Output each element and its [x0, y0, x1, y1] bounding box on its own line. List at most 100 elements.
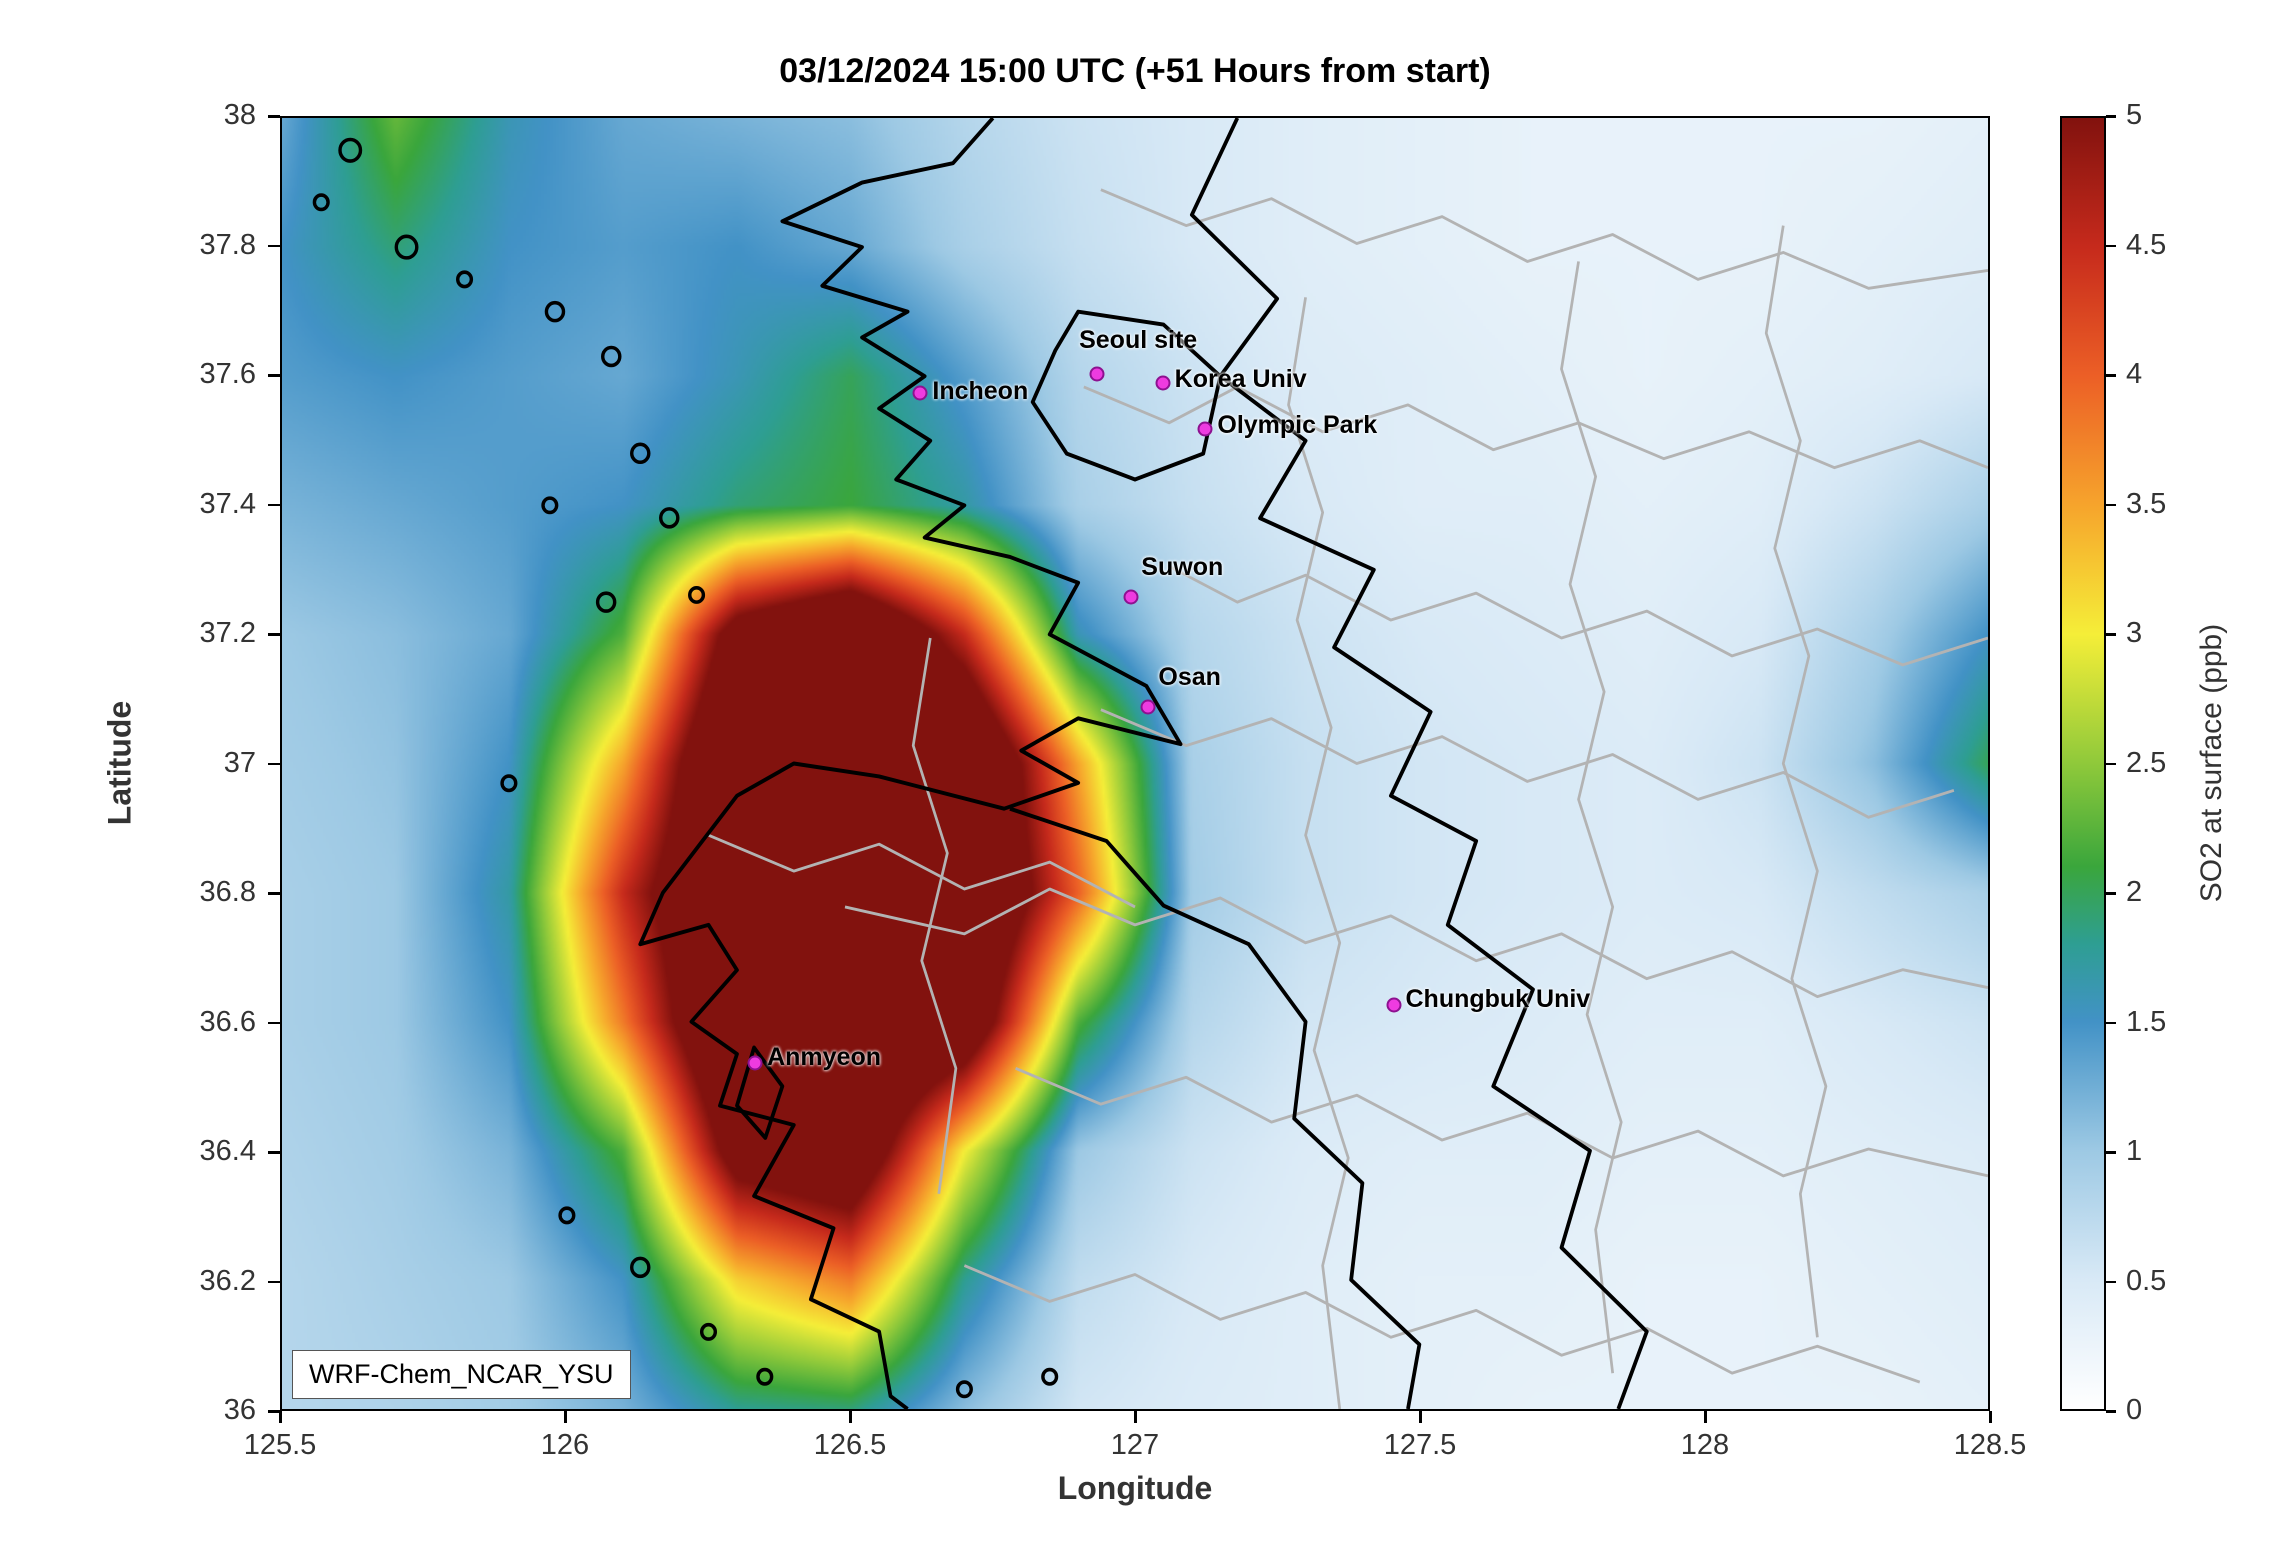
island-outline [756, 1367, 774, 1386]
island-outline [312, 193, 330, 212]
island-outline [630, 442, 651, 465]
station-label: Olympic Park [1217, 410, 1378, 439]
station-label: Suwon [1141, 553, 1224, 582]
station-marker [1197, 421, 1213, 437]
island-outline [688, 585, 706, 604]
colorbar-tick [2106, 1151, 2116, 1154]
colorbar-tick [2106, 633, 2116, 636]
y-axis-tick-label: 36.6 [199, 1005, 256, 1038]
station-label: Seoul site [1079, 325, 1198, 354]
x-axis-tick [1704, 1411, 1707, 1423]
x-axis-tick [564, 1411, 567, 1423]
admin-boundary [1100, 188, 1988, 290]
colorbar-tick-label: 1.5 [2126, 1005, 2167, 1038]
colorbar-tick-label: 0.5 [2126, 1264, 2167, 1297]
province-boundary [1009, 806, 1422, 1409]
province-boundary [1030, 309, 1223, 482]
colorbar-tick-label: 1 [2126, 1135, 2143, 1167]
island-outline [456, 270, 474, 289]
colorbar-tick [2106, 1280, 2116, 1283]
y-axis-tick [268, 1151, 280, 1154]
island-outline [699, 1322, 718, 1341]
admin-boundary [911, 637, 958, 1195]
station-label: Anmyeon [767, 1043, 881, 1072]
y-axis-tick [268, 762, 280, 765]
x-axis-tick [1134, 1411, 1137, 1423]
y-axis-tick [268, 115, 280, 118]
colorbar-tick-label: 2.5 [2126, 746, 2167, 779]
station-label: Incheon [932, 377, 1029, 406]
island-outline [541, 496, 559, 515]
x-axis-tick [1989, 1411, 1992, 1423]
colorbar [2060, 116, 2106, 1411]
y-axis-tick-label: 37.2 [199, 617, 256, 649]
colorbar-tick-label: 4.5 [2126, 228, 2167, 261]
island-outline [558, 1206, 576, 1225]
colorbar-tick [2106, 1410, 2116, 1413]
colorbar-tick-label: 2 [2126, 876, 2143, 908]
so2-heatmap-canvas [282, 118, 1988, 1409]
model-annotation-box: WRF-Chem_NCAR_YSU [292, 1350, 631, 1399]
admin-boundary [1100, 708, 1955, 819]
coastline [638, 118, 1183, 1409]
y-axis-tick-label: 38 [223, 99, 256, 131]
y-axis-tick [268, 503, 280, 506]
island-outline [955, 1380, 973, 1399]
colorbar-tick [2106, 244, 2116, 247]
y-axis-tick-label: 37.8 [199, 228, 256, 261]
y-axis-tick-label: 36 [223, 1394, 256, 1426]
admin-boundary [1083, 385, 1988, 470]
admin-boundary [1015, 1066, 1988, 1178]
island-outline [394, 234, 419, 260]
coastline-svg [312, 118, 1988, 1409]
admin-boundary [707, 833, 1136, 909]
island-outline [595, 591, 617, 613]
island-outline [1041, 1367, 1059, 1386]
y-axis-tick-label: 36.8 [199, 876, 256, 908]
province-boundary [1189, 118, 1649, 1409]
colorbar-tick [2106, 1021, 2116, 1024]
station-marker [1155, 375, 1171, 391]
station-label: Chungbuk Univ [1405, 985, 1591, 1014]
island-outline [601, 345, 622, 368]
x-axis-tick-label: 126.5 [813, 1429, 887, 1461]
island-outline [500, 774, 518, 793]
y-axis-tick [268, 892, 280, 895]
admin-boundary [844, 887, 1988, 999]
colorbar-tick-label: 3 [2126, 617, 2143, 649]
y-axis-label: Latitude [101, 700, 138, 826]
colorbar-tick-label: 0 [2126, 1394, 2143, 1426]
x-axis-tick-label: 127 [1110, 1429, 1160, 1461]
y-axis-tick [268, 374, 280, 377]
colorbar-tick [2106, 374, 2116, 377]
y-axis-tick-label: 36.4 [199, 1135, 256, 1167]
colorbar-tick-label: 3.5 [2126, 487, 2167, 520]
admin-boundary [963, 1264, 1921, 1384]
y-axis-tick-label: 37.4 [199, 487, 256, 520]
station-marker [1123, 589, 1139, 605]
island-outline [659, 507, 680, 529]
admin-boundary [1764, 225, 1828, 1338]
y-axis-tick [268, 1410, 280, 1413]
y-axis-tick-label: 37.6 [199, 358, 256, 390]
model-annotation-text: WRF-Chem_NCAR_YSU [309, 1359, 614, 1389]
y-axis-tick-label: 36.2 [199, 1264, 256, 1297]
island-outline [338, 137, 363, 163]
plot-area: Incheon Seoul site Korea Univ Olympic Park S… [280, 116, 1990, 1411]
y-axis-tick [268, 633, 280, 636]
y-axis-tick [268, 244, 280, 247]
x-axis-tick-label: 127.5 [1383, 1429, 1457, 1461]
island-outline [735, 1045, 785, 1140]
island-outline [630, 1256, 651, 1279]
colorbar-tick-label: 5 [2126, 99, 2143, 131]
colorbar-tick [2106, 503, 2116, 506]
y-axis-tick [268, 1280, 280, 1283]
colorbar-tick [2106, 892, 2116, 895]
x-axis-tick-label: 128 [1680, 1429, 1730, 1461]
x-axis-tick [279, 1411, 282, 1423]
x-axis-tick [1419, 1411, 1422, 1423]
x-axis-tick-label: 126 [540, 1429, 590, 1461]
station-marker [1089, 366, 1105, 382]
x-axis-tick [849, 1411, 852, 1423]
colorbar-tick-label: 4 [2126, 358, 2143, 390]
